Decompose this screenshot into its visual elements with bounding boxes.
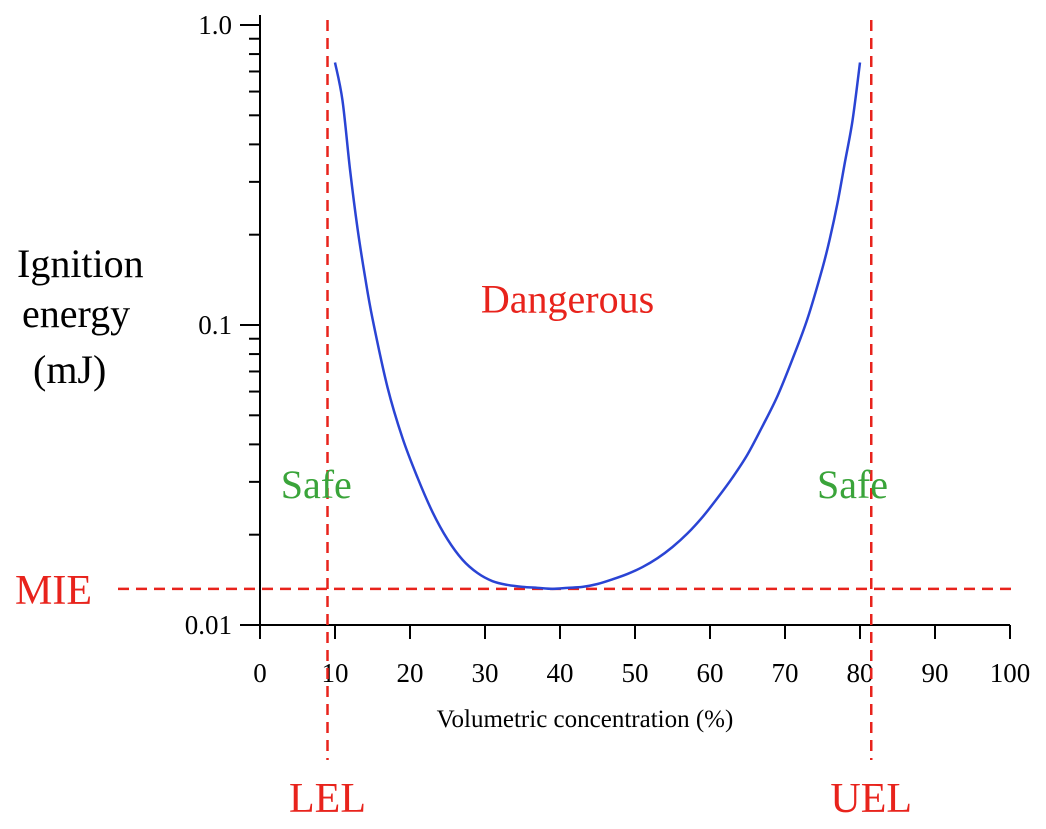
ref-label-lel: LEL <box>289 776 366 822</box>
data-series: Dangerous Safe Safe <box>281 62 888 591</box>
region-label-safe: Safe <box>817 462 888 507</box>
x-tick-label: 20 <box>397 658 424 688</box>
y-tick-label: 1.0 <box>198 10 232 40</box>
region-label-dangerous: Dangerous <box>481 277 654 322</box>
ref-label-uel: UEL <box>830 776 912 822</box>
y-tick-label: 0.1 <box>198 310 232 340</box>
x-tick-label: 60 <box>697 658 724 688</box>
ref-label-mie: MIE <box>15 568 92 614</box>
axes: 0 10 20 30 40 50 60 70 80 90 100 0.01 0.1 1.0 <box>185 10 1031 688</box>
x-tick-label: 10 <box>322 658 349 688</box>
y-axis-ticks: 0.01 0.1 1.0 <box>185 10 260 640</box>
y-axis-label-line-1: Ignition <box>17 241 144 286</box>
reference-lines: LEL UEL MIE <box>15 20 1014 822</box>
x-tick-label: 90 <box>922 658 949 688</box>
x-tick-label: 50 <box>622 658 649 688</box>
y-axis-label-line-2: energy <box>22 291 130 336</box>
x-tick-label: 80 <box>847 658 874 688</box>
y-axis-label-line-3: (mJ) <box>33 347 106 392</box>
region-label-safe: Safe <box>281 462 352 507</box>
chart-text: Volumetric concentration (%) Ignition en… <box>17 241 733 733</box>
y-tick-label: 0.01 <box>185 610 232 640</box>
x-tick-label: 30 <box>472 658 499 688</box>
x-tick-label: 100 <box>990 658 1031 688</box>
ignition-energy-curve <box>333 62 862 591</box>
x-tick-label: 40 <box>547 658 574 688</box>
x-tick-label: 0 <box>253 658 267 688</box>
x-axis-label: Volumetric concentration (%) <box>437 706 734 733</box>
x-tick-label: 70 <box>772 658 799 688</box>
x-axis-ticks: 0 10 20 30 40 50 60 70 80 90 100 <box>253 625 1030 688</box>
